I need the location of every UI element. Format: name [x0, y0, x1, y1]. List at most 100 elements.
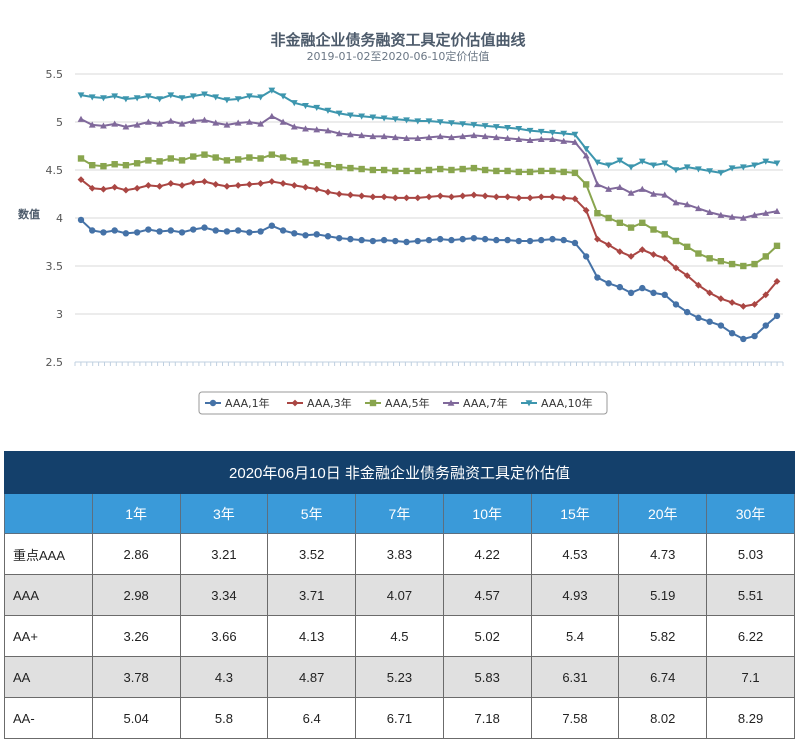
data-point	[470, 234, 478, 242]
data-point	[616, 219, 624, 226]
valuation-table: 2020年06月10日 非金融企业债务融资工具定价估值 1年 3年 5年 7年 10年 1…	[4, 451, 795, 739]
legend-item[interactable]: AAA,7年	[443, 396, 508, 410]
table-cell: 5.51	[706, 574, 795, 616]
data-point	[593, 235, 601, 243]
y-tick-label: 4	[56, 212, 63, 225]
data-point	[335, 110, 343, 117]
data-point	[582, 253, 590, 260]
data-point	[335, 130, 343, 137]
data-point	[290, 123, 298, 130]
row-header: AA-	[4, 697, 93, 739]
data-point	[436, 133, 444, 140]
data-point	[122, 162, 130, 169]
data-point	[313, 104, 321, 111]
data-point	[122, 123, 130, 130]
data-point	[448, 166, 455, 174]
data-point	[425, 133, 433, 141]
data-point	[369, 133, 377, 140]
data-point	[571, 131, 579, 138]
table-cell: 5.03	[706, 533, 795, 575]
data-point	[358, 236, 365, 244]
data-point	[504, 193, 511, 201]
data-point	[549, 235, 556, 243]
data-point	[324, 107, 332, 114]
table-cell: 5.82	[618, 615, 708, 657]
data-point	[100, 162, 107, 170]
data-point	[133, 95, 141, 102]
data-point	[268, 151, 276, 158]
data-point	[313, 126, 321, 133]
data-point	[481, 235, 489, 243]
data-point	[751, 301, 758, 308]
legend-item[interactable]: AAA,5年	[365, 396, 430, 410]
valuation-table-wrapper: 2020年06月10日 非金融企业债务融资工具定价估值 1年 3年 5年 7年 10年 1…	[4, 451, 795, 739]
table-cell: 6.71	[355, 697, 444, 739]
data-point	[605, 185, 613, 192]
data-point	[650, 289, 657, 297]
data-point	[549, 135, 556, 142]
data-point	[335, 163, 343, 171]
data-point	[347, 235, 354, 243]
data-point	[302, 125, 309, 132]
data-point	[425, 166, 433, 174]
data-point	[616, 283, 624, 291]
data-point	[279, 154, 287, 161]
table-cell: 3.66	[179, 615, 269, 657]
table-cell: 3.71	[267, 574, 357, 616]
data-point	[145, 157, 152, 164]
data-point	[605, 280, 612, 287]
data-point	[582, 181, 590, 188]
data-point	[201, 151, 208, 158]
data-point	[492, 193, 500, 201]
data-point	[190, 226, 197, 233]
legend-label: AAA,3年	[307, 396, 352, 410]
data-point	[89, 162, 96, 169]
data-point	[448, 236, 455, 244]
data-point	[627, 253, 635, 260]
data-point	[313, 185, 321, 193]
data-point	[459, 133, 467, 140]
data-point	[459, 235, 466, 243]
data-point	[223, 182, 231, 190]
table-cell: 8.29	[706, 697, 795, 739]
data-point	[324, 127, 332, 134]
data-point	[77, 155, 85, 162]
data-point	[627, 289, 635, 297]
data-point	[739, 214, 747, 221]
legend-item[interactable]: AAA,10年	[521, 396, 593, 410]
data-point	[324, 162, 332, 169]
data-point	[313, 160, 320, 167]
data-point	[347, 112, 354, 119]
data-point	[436, 119, 444, 126]
legend-item[interactable]: AAA,3年	[287, 396, 352, 410]
data-point	[459, 121, 467, 128]
data-point	[425, 193, 433, 201]
data-point	[706, 289, 714, 297]
data-point	[717, 211, 725, 218]
data-point	[189, 179, 197, 186]
table-cell: 4.57	[442, 574, 532, 616]
data-point	[492, 124, 500, 131]
data-point	[358, 132, 366, 139]
data-point	[245, 93, 253, 100]
legend-item[interactable]: AAA,1年	[205, 396, 270, 410]
legend-marker-icon	[291, 399, 299, 407]
data-point	[111, 227, 118, 234]
data-point	[391, 133, 399, 141]
data-point	[661, 160, 669, 167]
data-point	[571, 169, 579, 177]
y-tick-label: 5.5	[46, 68, 64, 81]
data-point	[313, 231, 320, 238]
data-point	[605, 241, 613, 249]
data-point	[481, 123, 489, 130]
data-point	[302, 102, 309, 110]
data-point	[762, 291, 770, 299]
data-point	[650, 162, 657, 169]
data-point	[762, 158, 770, 165]
data-point	[481, 166, 489, 174]
data-point	[549, 193, 556, 201]
data-point	[290, 181, 298, 189]
data-point	[470, 132, 478, 139]
data-point	[246, 154, 253, 161]
data-point	[436, 192, 444, 200]
